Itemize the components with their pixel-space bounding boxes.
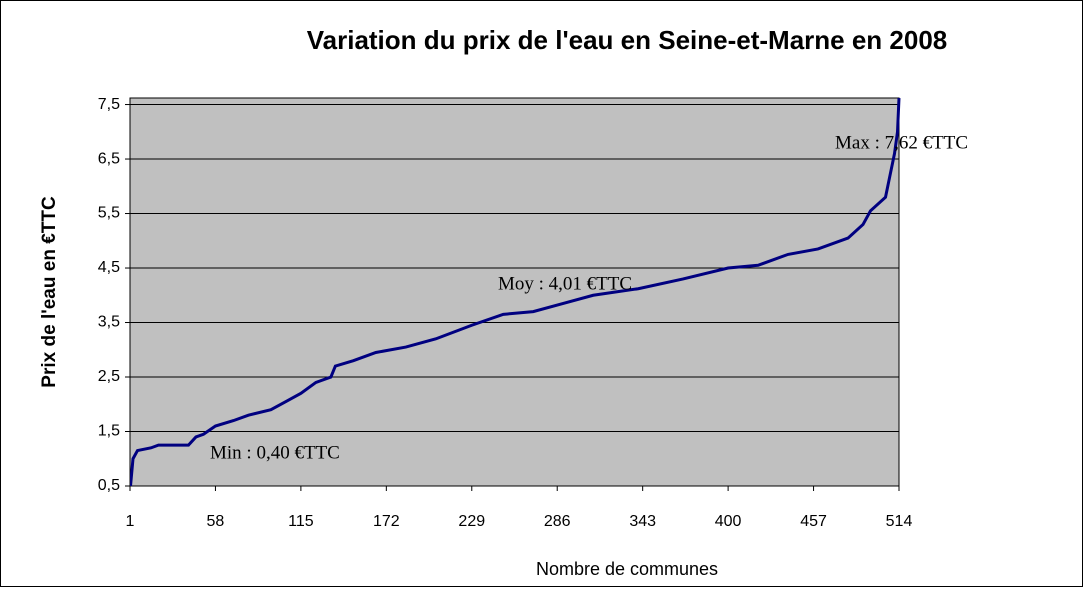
x-tick-label: 1 [126, 513, 135, 530]
y-tick-label: 1,5 [98, 423, 120, 440]
y-tick-label: 2,5 [98, 368, 120, 385]
data-line [130, 97, 901, 486]
x-tick-label: 457 [800, 513, 827, 530]
y-axis-label: Prix de l'eau en €TTC [39, 196, 60, 388]
plot-background [130, 98, 899, 486]
y-tick-label: 3,5 [98, 314, 120, 331]
plot-border [129, 97, 900, 487]
chart-title: Variation du prix de l'eau en Seine-et-M… [307, 25, 948, 55]
x-tick-label: 343 [629, 513, 656, 530]
x-tick-label: 58 [207, 513, 225, 530]
y-tick-label: 4,5 [98, 259, 120, 276]
x-tick-label: 115 [288, 513, 314, 530]
x-tick-label: 514 [886, 513, 913, 530]
plot-area: 0,5 1,5 2,5 3,5 4,5 5,5 6,5 7,5 1 58 115 172 229 286 3… [98, 96, 913, 530]
x-axis-label: Nombre de communes [536, 559, 718, 579]
x-tick-label: 286 [544, 513, 571, 530]
annotation: Moy : 4,01 €TTC [498, 273, 632, 294]
x-tick-label: 172 [373, 513, 400, 530]
y-tick-label: 0,5 [98, 477, 120, 494]
y-tick-label: 6,5 [98, 150, 120, 167]
y-tick-label: 5,5 [98, 205, 120, 222]
x-tick-label: 229 [458, 513, 485, 530]
x-tick-label: 400 [715, 513, 742, 530]
annotation: Min : 0,40 €TTC [210, 442, 340, 463]
annotation: Max : 7,62 €TTC [835, 132, 968, 153]
y-tick-label: 7,5 [98, 96, 120, 113]
